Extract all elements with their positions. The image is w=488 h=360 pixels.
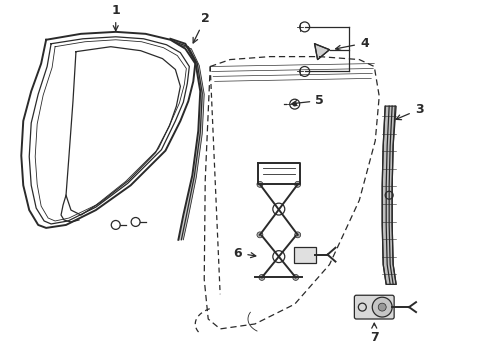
- Text: 2: 2: [193, 12, 209, 43]
- Polygon shape: [170, 39, 204, 240]
- FancyBboxPatch shape: [293, 247, 315, 262]
- FancyBboxPatch shape: [354, 295, 393, 319]
- Text: 1: 1: [111, 4, 120, 31]
- Circle shape: [258, 274, 264, 280]
- Circle shape: [377, 303, 386, 311]
- Circle shape: [256, 232, 263, 238]
- Text: 4: 4: [335, 37, 368, 50]
- Circle shape: [292, 274, 298, 280]
- Circle shape: [294, 232, 300, 238]
- Text: 6: 6: [233, 247, 255, 260]
- Text: 3: 3: [395, 103, 423, 120]
- Circle shape: [292, 102, 296, 106]
- Text: 5: 5: [291, 94, 323, 107]
- Text: 7: 7: [369, 323, 378, 344]
- Polygon shape: [382, 106, 395, 284]
- Circle shape: [294, 181, 300, 187]
- Circle shape: [371, 297, 391, 317]
- Circle shape: [256, 181, 263, 187]
- Polygon shape: [314, 44, 329, 59]
